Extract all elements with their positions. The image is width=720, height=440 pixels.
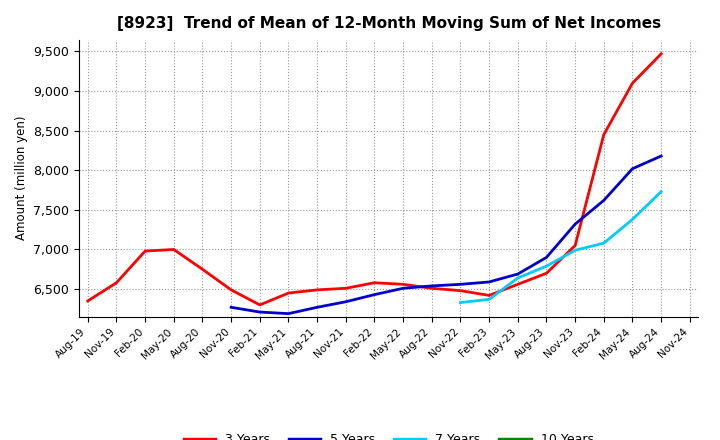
Title: [8923]  Trend of Mean of 12-Month Moving Sum of Net Incomes: [8923] Trend of Mean of 12-Month Moving … (117, 16, 661, 32)
3 Years (600, 132, 608, 137)
3 Years (428, 286, 436, 291)
3 Years (628, 81, 636, 86)
Line: 7 Years: 7 Years (461, 192, 661, 303)
7 Years (456, 300, 465, 305)
3 Years (399, 282, 408, 287)
3 Years (370, 280, 379, 286)
5 Years (657, 154, 665, 159)
Line: 5 Years: 5 Years (231, 156, 661, 314)
3 Years (657, 51, 665, 56)
3 Years (284, 290, 293, 296)
7 Years (628, 217, 636, 222)
5 Years (485, 279, 493, 285)
3 Years (571, 243, 580, 248)
5 Years (571, 221, 580, 227)
5 Years (227, 304, 235, 310)
Legend: 3 Years, 5 Years, 7 Years, 10 Years: 3 Years, 5 Years, 7 Years, 10 Years (179, 429, 598, 440)
7 Years (571, 248, 580, 253)
5 Years (600, 198, 608, 203)
5 Years (628, 166, 636, 171)
5 Years (456, 282, 465, 287)
5 Years (428, 283, 436, 289)
7 Years (542, 264, 551, 269)
5 Years (370, 292, 379, 297)
5 Years (256, 309, 264, 315)
3 Years (84, 298, 92, 304)
7 Years (657, 189, 665, 194)
3 Years (227, 287, 235, 293)
3 Years (141, 249, 150, 254)
5 Years (542, 255, 551, 260)
3 Years (542, 271, 551, 276)
3 Years (485, 293, 493, 298)
7 Years (600, 241, 608, 246)
5 Years (399, 286, 408, 291)
3 Years (198, 267, 207, 272)
5 Years (312, 304, 321, 310)
3 Years (513, 282, 522, 287)
3 Years (169, 247, 178, 252)
3 Years (112, 280, 121, 286)
3 Years (312, 287, 321, 293)
3 Years (341, 286, 350, 291)
7 Years (513, 275, 522, 281)
7 Years (485, 297, 493, 302)
3 Years (256, 302, 264, 308)
5 Years (284, 311, 293, 316)
Y-axis label: Amount (million yen): Amount (million yen) (15, 116, 28, 240)
3 Years (456, 288, 465, 293)
Line: 3 Years: 3 Years (88, 54, 661, 305)
5 Years (513, 271, 522, 277)
5 Years (341, 299, 350, 304)
